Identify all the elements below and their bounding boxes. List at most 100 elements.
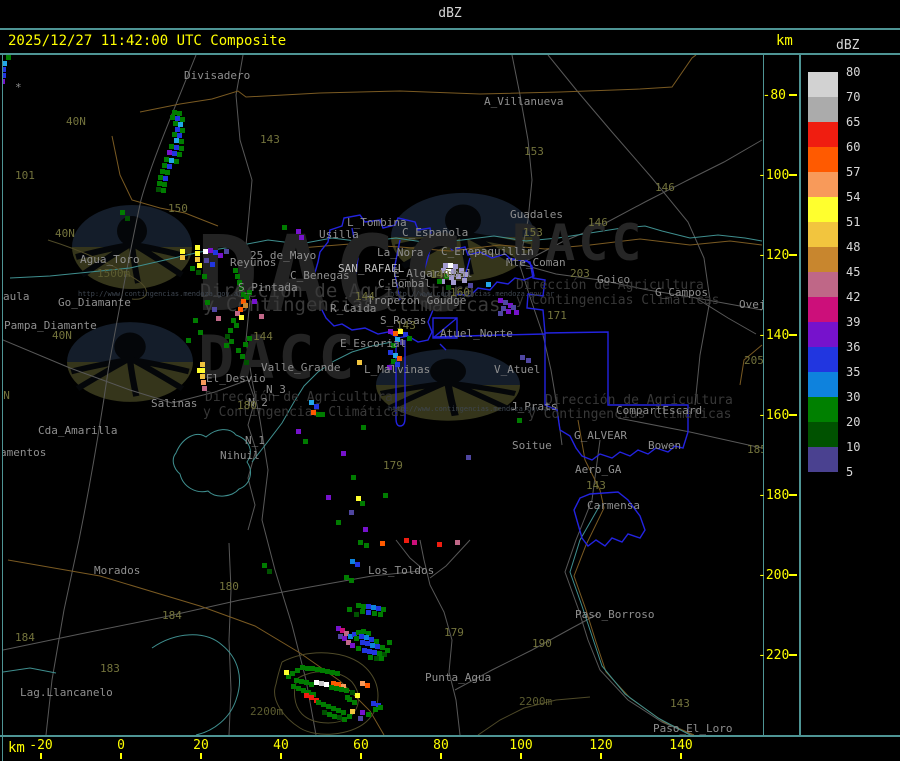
radar-echo-cell: [177, 152, 182, 157]
map-label: 190: [532, 637, 552, 650]
bottom-axis-tick: [440, 753, 442, 759]
map-label: *: [15, 81, 22, 94]
divider-bottom: [0, 735, 900, 737]
divider-top: [0, 28, 900, 30]
radar-echo-cell: [160, 169, 165, 174]
radar-echo-cell: [404, 538, 409, 543]
map-label: 2200m: [519, 695, 553, 708]
scale-swatch: [808, 422, 838, 447]
radar-echo-cell: [190, 266, 195, 271]
radar-echo-cell: [356, 646, 361, 651]
scale-value-label: 39: [846, 315, 861, 329]
map-label: Pampa_Diamante: [4, 319, 97, 332]
radar-echo-cell: [359, 634, 364, 639]
radar-map-viewport[interactable]: DACC DACC DACC Dirección de Agricultura y Co…: [3, 55, 763, 735]
scale-value-label: 45: [846, 265, 861, 279]
radar-echo-cell: [197, 368, 202, 373]
right-axis-label: -200: [758, 568, 790, 583]
bottom-axis-tick: [520, 753, 522, 759]
scale-swatch: [808, 322, 838, 347]
watermark-text: Dirección de Agricultura: [545, 393, 733, 408]
radar-echo-cell: [403, 332, 408, 337]
scale-value-label: 65: [846, 115, 861, 129]
radar-echo-cell: [369, 637, 374, 642]
radar-echo-cell: [198, 330, 203, 335]
radar-echo-cell: [446, 285, 451, 290]
map-label: SAN_RAFAEL: [338, 262, 405, 275]
right-axis-tick: [789, 254, 797, 256]
roads-gray: [3, 55, 763, 735]
radar-echo-cell: [267, 569, 272, 574]
radar-echo-cell: [303, 439, 308, 444]
radar-echo-cell: [231, 318, 236, 323]
right-axis-label: -180: [758, 488, 790, 503]
bottom-axis-tick: [680, 753, 682, 759]
radar-echo-cell: [204, 258, 209, 263]
radar-echo-cell: [180, 249, 185, 254]
map-label: N_3: [266, 383, 286, 396]
radar-echo-cell: [356, 603, 361, 608]
map-label: E_Algarrobal: [393, 267, 473, 280]
right-axis-label: -100: [758, 168, 790, 183]
radar-echo-cell: [336, 708, 341, 713]
map-label: Ovejeria: [739, 298, 763, 311]
radar-echo-cell: [225, 334, 230, 339]
right-axis-tick: [789, 574, 797, 576]
map-label: 40N: [3, 389, 10, 402]
radar-echo-cell: [301, 688, 306, 693]
watermark-text: http://www.contingencias.mendoza.gov.ar: [390, 290, 555, 298]
radar-echo-cell: [6, 55, 11, 60]
radar-echo-cell: [358, 540, 363, 545]
radar-echo-cell: [374, 639, 379, 644]
info-bar: 2025/12/27 11:42:00 UTC Composite km: [0, 30, 900, 54]
radar-echo-cell: [201, 380, 206, 385]
radar-echo-cell: [376, 606, 381, 611]
bottom-axis-label: -20: [29, 738, 53, 753]
radar-echo-cell: [316, 700, 321, 705]
map-label: C_Bombal: [378, 277, 431, 290]
radar-echo-cell: [208, 248, 213, 253]
scale-swatch: [808, 197, 838, 222]
radar-echo-cell: [451, 280, 456, 285]
map-label: Lag.Llancanelo: [20, 686, 113, 699]
map-label: N_1: [245, 434, 265, 447]
right-axis-tick: [789, 494, 797, 496]
radar-echo-cell: [241, 299, 246, 304]
bottom-axis-label: 140: [669, 738, 693, 753]
map-label: G_Campos: [655, 286, 708, 299]
scale-value-label: 60: [846, 140, 861, 154]
radar-echo-cell: [360, 501, 365, 506]
radar-echo-cell: [158, 175, 163, 180]
radar-echo-cell: [336, 682, 341, 687]
km-unit-bottom: km: [8, 740, 25, 756]
radar-echo-cell: [337, 715, 342, 720]
radar-echo-cell: [247, 290, 252, 295]
map-label: Atuel_Norte: [440, 327, 513, 340]
map-label: E_Escorial: [340, 337, 407, 350]
map-label: amentos: [3, 446, 47, 459]
radar-echo-cell: [356, 630, 361, 635]
radar-echo-cell: [361, 629, 366, 634]
scale-swatch: [808, 297, 838, 322]
radar-echo-cell: [300, 665, 305, 670]
radar-echo-cell: [366, 604, 371, 609]
radar-echo-cell: [395, 337, 400, 342]
radar-echo-cell: [340, 628, 345, 633]
radar-echo-cell: [299, 235, 304, 240]
right-axis-label: -140: [758, 328, 790, 343]
radar-echo-cell: [299, 679, 304, 684]
radar-echo-cell: [334, 686, 339, 691]
radar-echo-cell: [202, 274, 207, 279]
radar-echo-cell: [228, 328, 233, 333]
radar-echo-cell: [351, 475, 356, 480]
radar-echo-cell: [330, 670, 335, 675]
radar-echo-cell: [235, 274, 240, 279]
radar-echo-cell: [335, 671, 340, 676]
radar-echo-cell: [296, 686, 301, 691]
radar-echo-cell: [455, 540, 460, 545]
radar-echo-cell: [370, 643, 375, 648]
right-axis-tick: [789, 94, 797, 96]
radar-echo-cell: [462, 278, 467, 283]
map-label: 179: [383, 459, 403, 472]
scale-value-label: 80: [846, 65, 861, 79]
